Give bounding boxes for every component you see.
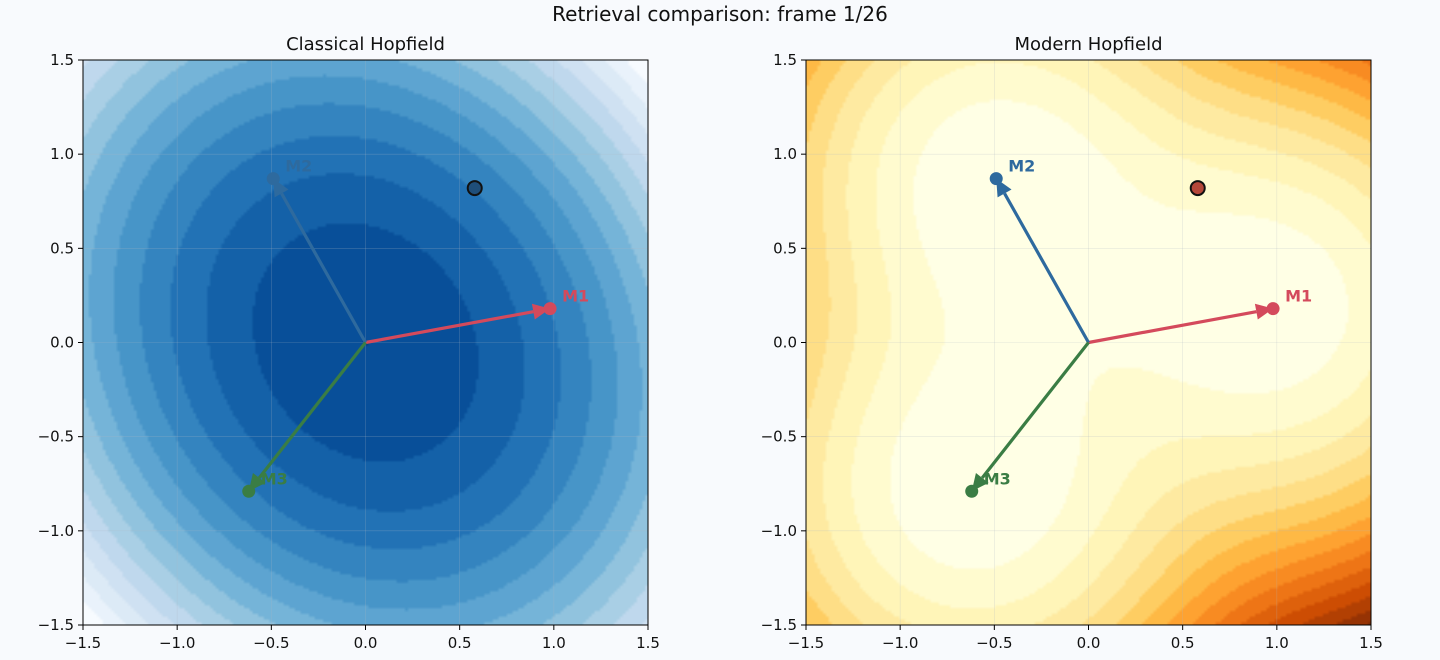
memory-vector-m3 bbox=[257, 341, 367, 479]
classical-hopfield-panel: −1.5 −1.0 −0.5 0.0 0.5 1.0 1.5 −1.5 −1.0 −0.5 0.0 0… bbox=[38, 34, 660, 652]
y-tick-label: −1.5 bbox=[38, 616, 74, 634]
figure-title: Retrieval comparison: frame 1/26 bbox=[552, 2, 888, 26]
panel-title: Classical Hopfield bbox=[286, 34, 445, 55]
x-tick-label: 1.0 bbox=[1265, 634, 1289, 652]
memory-label-m2: M2 bbox=[1008, 157, 1035, 176]
x-tick-label: −0.5 bbox=[976, 634, 1012, 652]
memory-vector-m2 bbox=[1003, 192, 1090, 344]
memory-vector-m1 bbox=[1088, 310, 1257, 345]
state-point bbox=[1189, 180, 1206, 197]
x-tick-label: −1.0 bbox=[159, 634, 195, 652]
y-tick-label: −1.0 bbox=[38, 522, 74, 540]
memory-point-m3 bbox=[965, 484, 979, 498]
memory-label-m2: M2 bbox=[285, 157, 312, 176]
memory-label-m3: M3 bbox=[984, 469, 1011, 488]
x-tick-label: 0.5 bbox=[448, 634, 472, 652]
panel-title: Modern Hopfield bbox=[1014, 34, 1162, 55]
memory-label-m1: M1 bbox=[562, 287, 589, 306]
memory-point-m2 bbox=[266, 172, 280, 186]
memory-vector-m3 bbox=[980, 341, 1090, 479]
memory-vector-m1 bbox=[365, 310, 534, 345]
memory-label-m3: M3 bbox=[261, 469, 288, 488]
y-tick-label: 0.5 bbox=[50, 239, 74, 257]
y-tick-label: −0.5 bbox=[761, 428, 797, 446]
y-tick-label: 1.5 bbox=[773, 51, 797, 69]
x-tick-label: −1.5 bbox=[65, 634, 101, 652]
x-tick-label: 1.5 bbox=[636, 634, 660, 652]
x-tick-label: 0.5 bbox=[1171, 634, 1195, 652]
x-tick-label: 0.0 bbox=[1077, 634, 1101, 652]
memory-point-m3 bbox=[242, 484, 256, 498]
memory-label-m1: M1 bbox=[1285, 287, 1312, 306]
memory-point-m1 bbox=[543, 302, 557, 316]
y-tick-label: 1.5 bbox=[50, 51, 74, 69]
state-point bbox=[466, 180, 483, 197]
memory-vector-m2 bbox=[280, 192, 367, 344]
y-tick-label: −1.5 bbox=[761, 616, 797, 634]
y-tick-label: 1.0 bbox=[773, 145, 797, 163]
x-tick-label: 0.0 bbox=[354, 634, 378, 652]
y-tick-label: 0.5 bbox=[773, 239, 797, 257]
x-tick-label: −1.5 bbox=[788, 634, 824, 652]
memory-point-m2 bbox=[989, 172, 1003, 186]
x-tick-label: 1.5 bbox=[1359, 634, 1383, 652]
x-tick-label: −1.0 bbox=[882, 634, 918, 652]
x-tick-label: 1.0 bbox=[542, 634, 566, 652]
y-tick-label: 0.0 bbox=[50, 334, 74, 352]
y-tick-label: 0.0 bbox=[773, 334, 797, 352]
y-tick-label: −0.5 bbox=[38, 428, 74, 446]
y-tick-label: −1.0 bbox=[761, 522, 797, 540]
modern-hopfield-panel: −1.5 −1.0 −0.5 0.0 0.5 1.0 1.5 −1.5 −1.0 −0.5 0.0 0… bbox=[761, 34, 1383, 652]
y-tick-label: 1.0 bbox=[50, 145, 74, 163]
x-tick-label: −0.5 bbox=[253, 634, 289, 652]
memory-point-m1 bbox=[1266, 302, 1280, 316]
